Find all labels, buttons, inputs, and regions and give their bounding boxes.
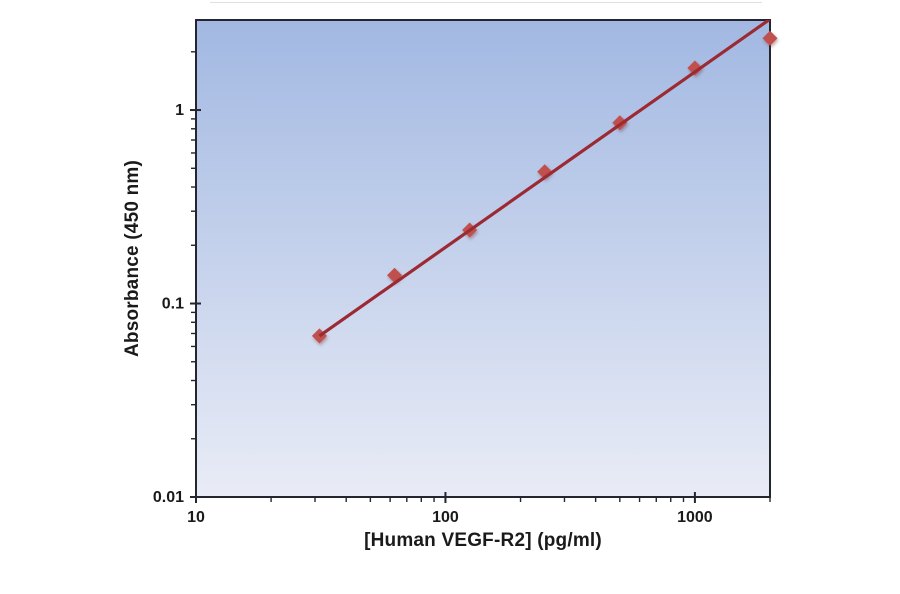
y-axis-title: Absorbance (450 nm) <box>122 159 143 358</box>
top-artifact-line <box>210 2 762 3</box>
x-axis-tick-label: 1000 <box>677 509 713 526</box>
y-axis-tick-label: 1 <box>175 102 184 119</box>
x-axis-tick-label: 10 <box>187 509 205 526</box>
y-axis-tick-label: 0.1 <box>162 296 184 313</box>
trend-line <box>318 20 770 338</box>
plot-background <box>196 20 770 497</box>
data-point-marker <box>762 30 778 46</box>
x-axis-tick-label: 100 <box>432 509 459 526</box>
data-point-marker <box>687 60 703 76</box>
y-axis-tick-label: 0.01 <box>153 489 184 506</box>
x-axis-title: [Human VEGF-R2] (pg/ml) <box>364 530 602 551</box>
plot-border <box>195 19 771 498</box>
